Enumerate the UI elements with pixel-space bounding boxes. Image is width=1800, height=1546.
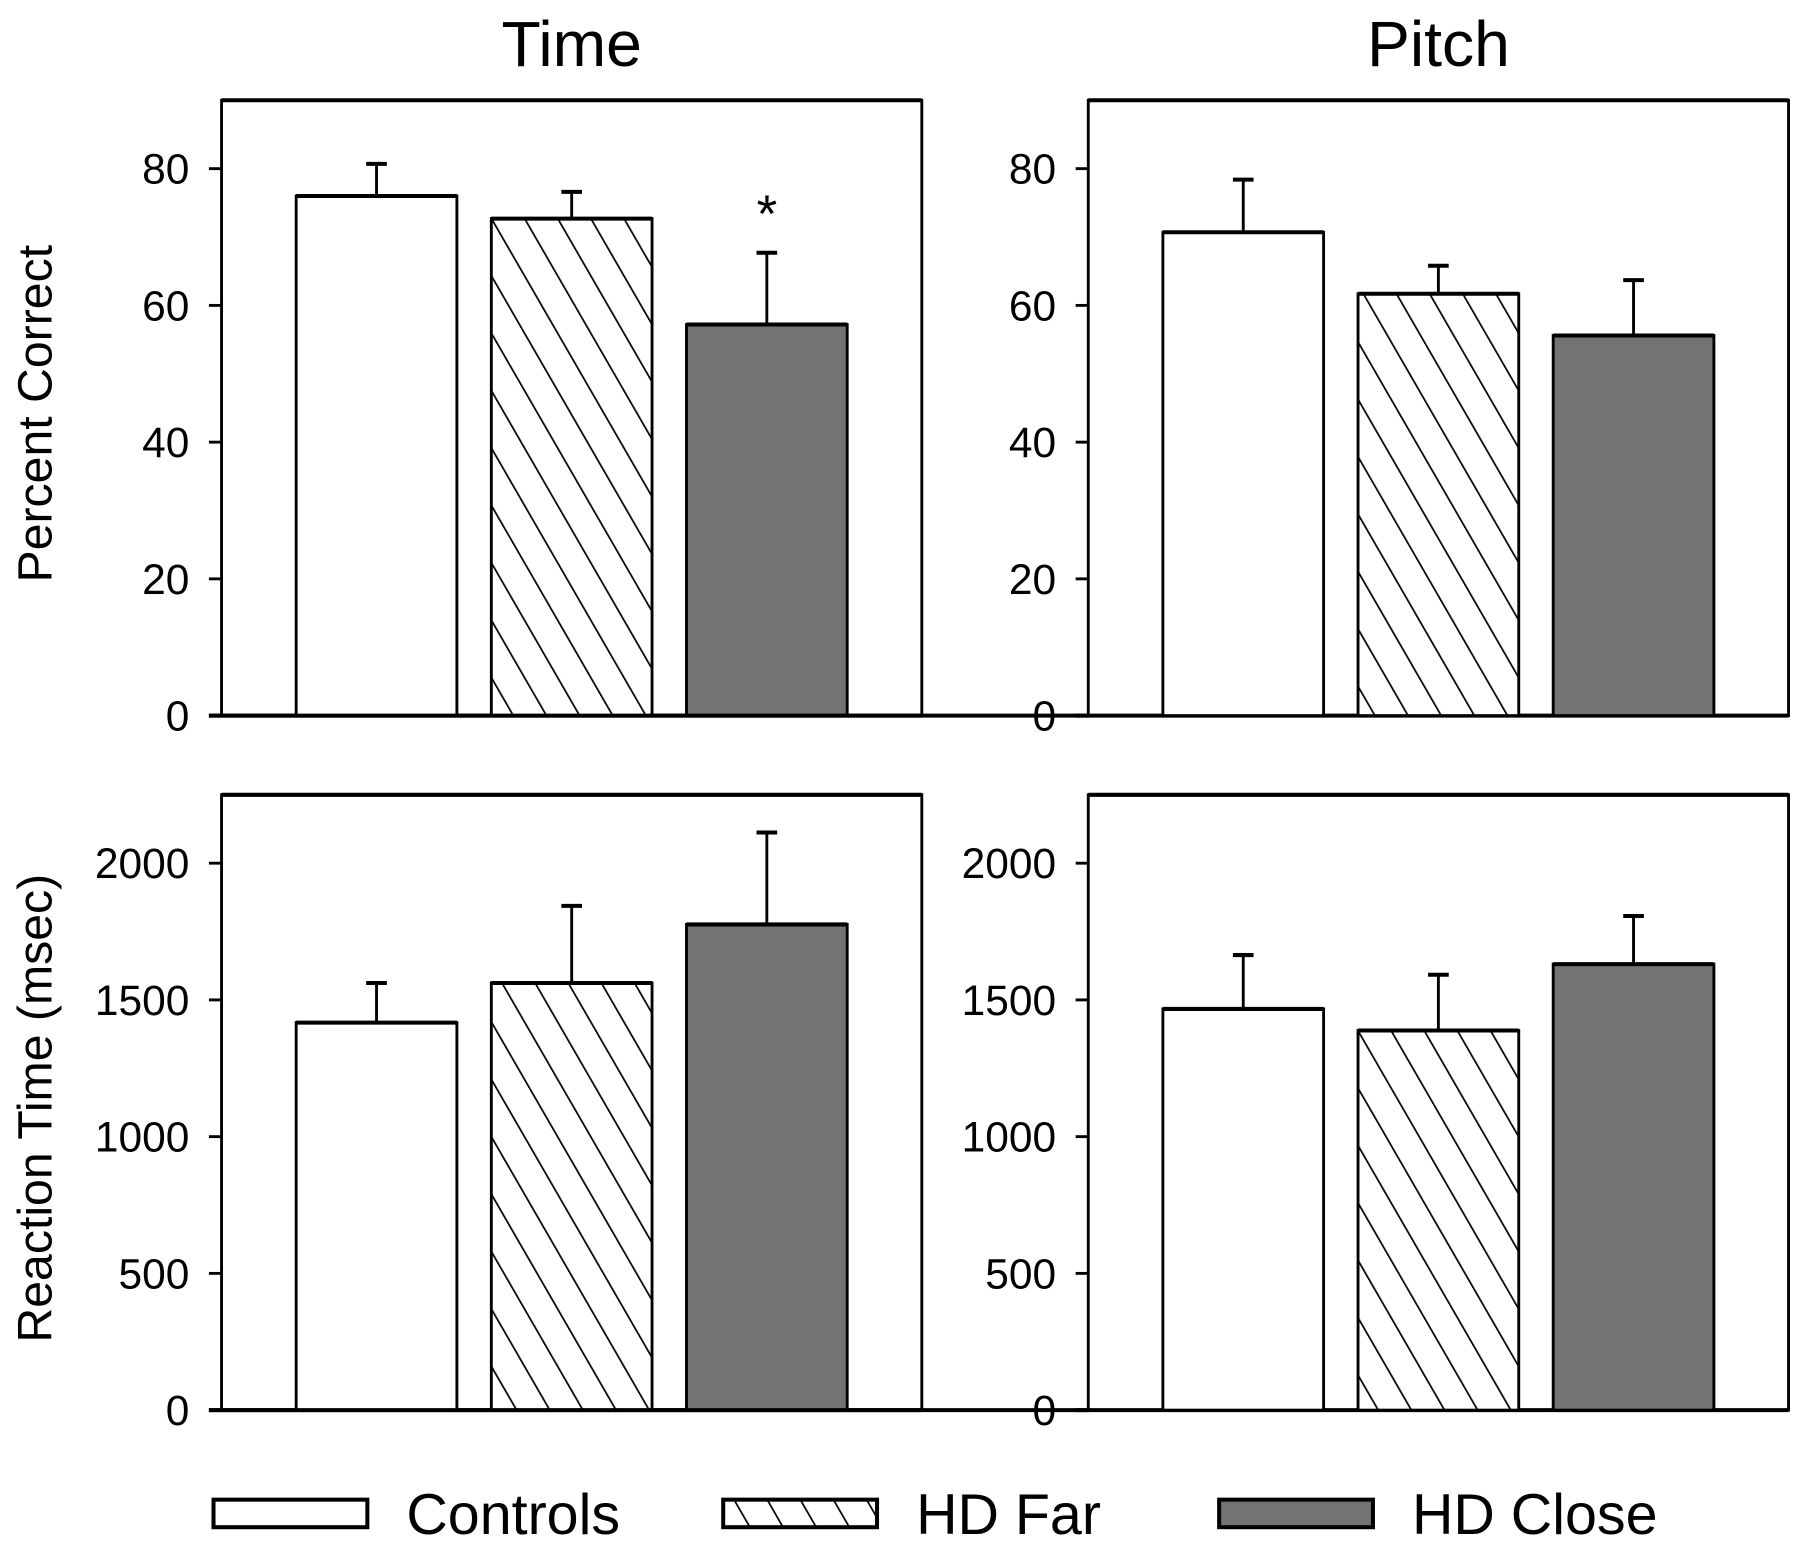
bar-controls bbox=[1161, 230, 1326, 718]
y-tick-label: 80 bbox=[142, 146, 189, 193]
y-tick-label: 500 bbox=[119, 1250, 190, 1297]
bar-hd-far bbox=[1356, 292, 1521, 718]
bar-hd-far bbox=[1356, 1029, 1521, 1412]
panel-0: 0 20 40 60 80 * Time Percent Correct bbox=[9, 8, 924, 740]
y-tick-label: 2000 bbox=[95, 840, 189, 887]
bar-controls bbox=[294, 194, 459, 718]
legend-label: Controls bbox=[406, 1483, 620, 1546]
legend-swatch bbox=[721, 1497, 880, 1530]
bar-hd-close bbox=[685, 323, 849, 718]
bar-hd-close bbox=[685, 923, 849, 1412]
y-tick-label: 2000 bbox=[962, 840, 1056, 887]
y-tick-label: 500 bbox=[985, 1250, 1056, 1297]
y-tick-label: 20 bbox=[1009, 556, 1056, 603]
panel-3: 0 500 1000 1500 2000 bbox=[208, 792, 1790, 1434]
bar-controls bbox=[294, 1021, 459, 1412]
y-tick-label: 0 bbox=[1032, 1387, 1056, 1434]
y-tick-label: 40 bbox=[1009, 419, 1056, 466]
y-tick-label: 0 bbox=[166, 1387, 190, 1434]
y-tick-label: 60 bbox=[142, 282, 189, 329]
y-tick-label: 0 bbox=[166, 693, 190, 740]
panel-title: Pitch bbox=[1367, 8, 1510, 80]
y-axis-label: Reaction Time (msec) bbox=[9, 874, 63, 1343]
significance-asterisk: * bbox=[757, 185, 778, 244]
y-tick-label: 1500 bbox=[95, 977, 189, 1024]
legend-swatch bbox=[1217, 1497, 1375, 1530]
legend-swatch bbox=[211, 1497, 370, 1530]
panel-1: 0 20 40 60 80 Pitch bbox=[208, 8, 1790, 740]
y-tick-label: 1500 bbox=[962, 977, 1056, 1024]
y-tick-label: 0 bbox=[1032, 693, 1056, 740]
y-tick-label: 40 bbox=[142, 419, 189, 466]
legend: Controls HD Far HD Close bbox=[211, 1483, 1658, 1546]
bar-controls bbox=[1161, 1007, 1326, 1412]
bar-hd-far bbox=[489, 217, 654, 718]
y-tick-label: 1000 bbox=[962, 1114, 1056, 1161]
bar-hd-close bbox=[1551, 334, 1716, 718]
legend-label: HD Far bbox=[916, 1483, 1101, 1546]
y-tick-label: 20 bbox=[142, 556, 189, 603]
bar-hd-far bbox=[489, 981, 654, 1412]
y-axis-label: Percent Correct bbox=[9, 244, 63, 582]
panel-2: 0 500 1000 1500 2000 Reaction Time (msec) bbox=[9, 792, 924, 1434]
y-tick-label: 80 bbox=[1009, 146, 1056, 193]
panel-title: Time bbox=[501, 8, 641, 80]
bar-hd-close bbox=[1551, 962, 1716, 1412]
y-tick-label: 1000 bbox=[95, 1114, 189, 1161]
y-tick-label: 60 bbox=[1009, 282, 1056, 329]
legend-label: HD Close bbox=[1412, 1483, 1658, 1546]
